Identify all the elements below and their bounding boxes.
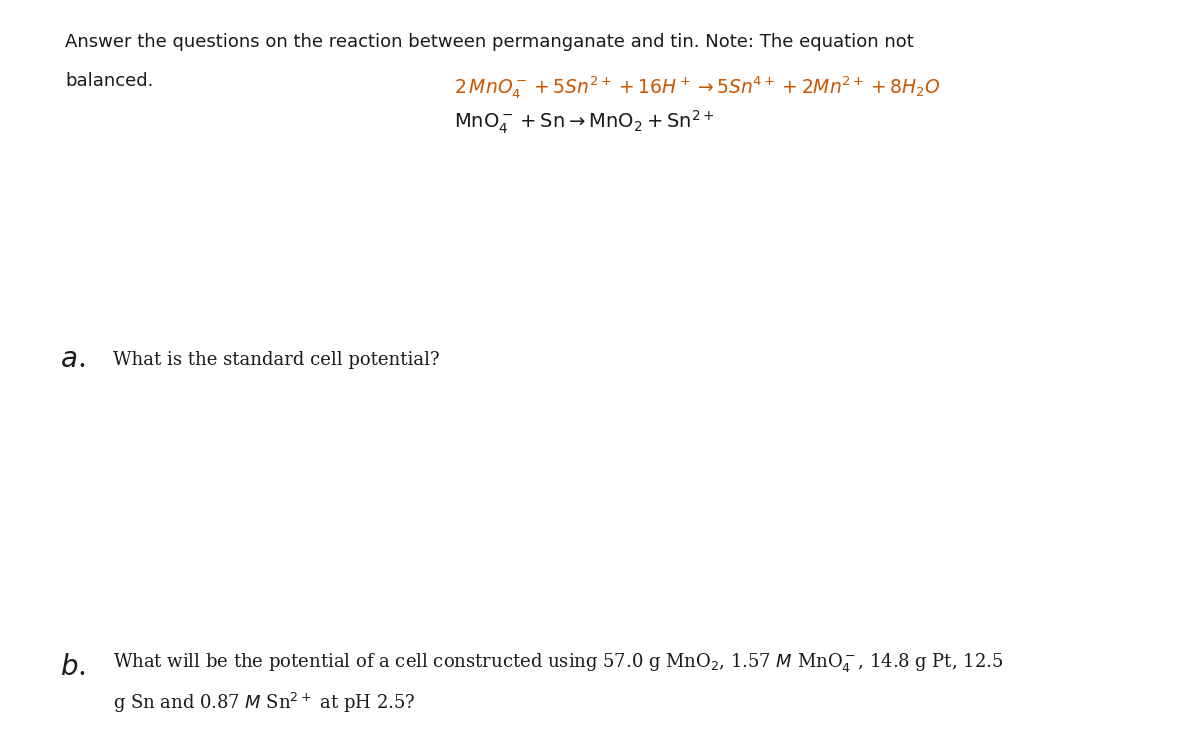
Text: Answer the questions on the reaction between permanganate and tin. Note: The equ: Answer the questions on the reaction bet… bbox=[66, 33, 914, 51]
Text: What will be the potential of a cell constructed using 57.0 g MnO$_2$, 1.57 $\it: What will be the potential of a cell con… bbox=[113, 651, 1003, 674]
Text: g Sn and 0.87 $\it{M}$ Sn$^{2+}$ at pH 2.5?: g Sn and 0.87 $\it{M}$ Sn$^{2+}$ at pH 2… bbox=[113, 691, 415, 715]
Text: $\mathit{a}$.: $\mathit{a}$. bbox=[60, 347, 85, 373]
Text: What is the standard cell potential?: What is the standard cell potential? bbox=[113, 351, 439, 369]
Text: balanced.: balanced. bbox=[66, 72, 154, 90]
Text: $\mathit{b}$.: $\mathit{b}$. bbox=[60, 654, 85, 681]
Text: $\it{2\,MnO_4^- + 5Sn^{2+} + 16H^+ \rightarrow 5Sn^{4+} + 2Mn^{2+} + 8H_2O}$: $\it{2\,MnO_4^- + 5Sn^{2+} + 16H^+ \righ… bbox=[454, 74, 941, 101]
Text: $\mathrm{MnO_4^- + Sn \rightarrow MnO_2 + Sn^{2+}}$: $\mathrm{MnO_4^- + Sn \rightarrow MnO_2 … bbox=[454, 109, 714, 137]
